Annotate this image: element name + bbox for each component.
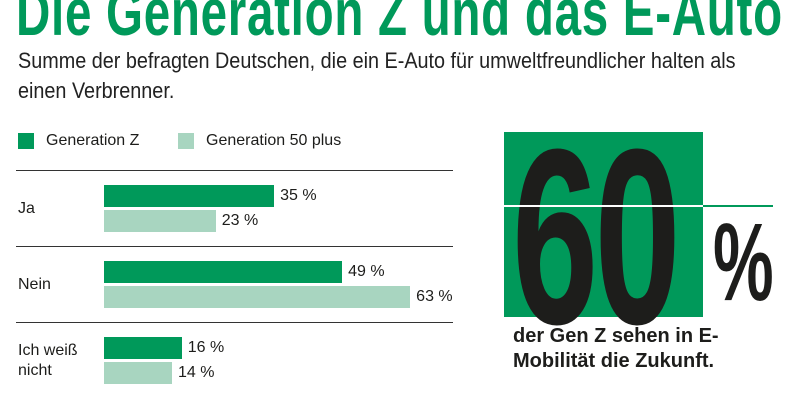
category-label: Ja	[18, 200, 35, 217]
bar-gen-50	[104, 209, 216, 232]
legend-swatch	[178, 133, 194, 149]
callout-number: 60	[512, 97, 681, 376]
divider	[16, 246, 453, 247]
legend-item-gen-50: Generation 50 plus	[178, 132, 341, 150]
data-label: 63 %	[416, 287, 453, 305]
callout-percent: %	[713, 201, 774, 324]
data-label: 35 %	[280, 187, 317, 204]
divider	[16, 170, 453, 171]
legend-item-gen-z: Generation Z	[18, 132, 139, 150]
data-label: 14 %	[178, 363, 215, 381]
bar-gen-50	[104, 361, 173, 384]
callout-box	[504, 132, 703, 317]
data-label: 49 %	[348, 263, 385, 280]
data-label: 16 %	[187, 339, 225, 356]
bar-gen-z	[104, 261, 343, 283]
data-label: 23 %	[221, 211, 259, 229]
divider	[16, 322, 453, 323]
callout-text: der Gen Z sehen in E-Mobilität die Zukun…	[513, 325, 719, 372]
chart-subtitle: Summe der befragten Deutschen, die ein E…	[18, 48, 736, 103]
chart-title: Die Generation Z und das E-Auto	[16, 0, 783, 49]
bar-gen-z	[104, 185, 275, 207]
callout-line	[504, 205, 703, 207]
legend-label: Generation 50 plus	[206, 132, 342, 149]
category-label: Nein	[18, 276, 51, 293]
legend-swatch	[18, 133, 34, 149]
bar-gen-z	[104, 337, 182, 359]
legend-label: Generation Z	[46, 132, 140, 149]
callout-line	[703, 205, 773, 207]
category-label: Ich weiß nicht	[18, 342, 78, 379]
bar-gen-50	[104, 285, 411, 308]
